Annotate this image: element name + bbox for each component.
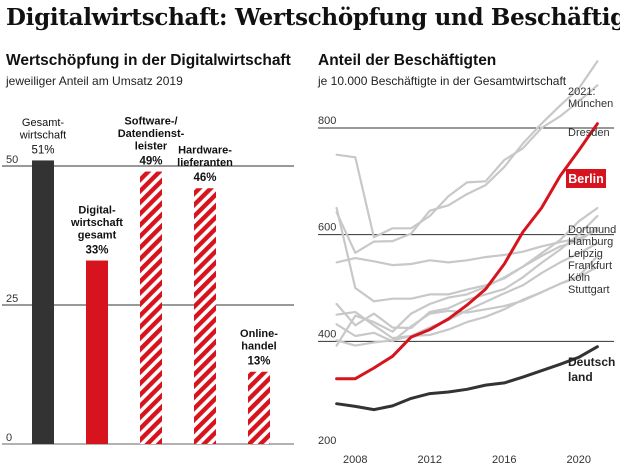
series-line: [335, 229, 599, 267]
berlin-label-box: [566, 169, 606, 188]
bar-value-label: 13%: [247, 356, 270, 368]
bar: [248, 371, 270, 444]
series-line: [335, 122, 599, 381]
series-line: [335, 84, 599, 239]
bar-category-label: Online-: [240, 328, 278, 340]
line-y-tick-label: 600: [318, 222, 336, 234]
bar-y-tick-label: 50: [6, 154, 18, 166]
series-label: Köln: [568, 272, 590, 284]
bar: [32, 160, 54, 444]
series-label: München: [568, 98, 613, 110]
series-line: [335, 214, 599, 330]
bar-category-label: Software-/: [124, 116, 177, 128]
series-label: Frankfurt: [568, 260, 612, 272]
series-label: Dortmund: [568, 224, 616, 236]
series-line: [335, 206, 599, 303]
bar: [86, 260, 108, 444]
bar-value-label: 46%: [193, 172, 216, 184]
line-x-tick-label: 2016: [492, 454, 516, 466]
line-x-tick-label: 2012: [418, 454, 442, 466]
line-y-tick-label: 400: [318, 328, 336, 340]
bar-category-label: Digital-: [78, 205, 116, 217]
bar-chart-title: Wertschöpfung in der Digitalwirtschaft: [6, 52, 291, 69]
series-line: [335, 60, 599, 254]
line-x-tick-label: 2020: [567, 454, 591, 466]
bar-y-tick-label: 0: [6, 432, 12, 444]
bar-category-label: wirtschaft: [19, 129, 66, 141]
series-line: [335, 345, 599, 412]
bar-category-label: wirtschaft: [70, 217, 123, 229]
bar-category-label: gesamt: [78, 230, 117, 242]
bar: [194, 188, 216, 444]
series-label: Stuttgart: [568, 284, 610, 296]
bar-category-label: handel: [241, 341, 276, 353]
series-label: Deutsch: [568, 355, 615, 369]
series-line: [335, 254, 599, 343]
line-chart-title: Anteil der Beschäftigten: [318, 52, 497, 69]
line-y-tick-label: 200: [318, 435, 336, 447]
series-label: land: [568, 370, 593, 384]
bar-value-label: 51%: [31, 144, 54, 156]
page-title: Digitalwirtschaft: Wertschöpfung und Bes…: [6, 4, 620, 31]
series-label: Leipzig: [568, 248, 603, 260]
year-label: 2021:: [568, 86, 596, 98]
series-line: [335, 242, 599, 340]
bar-chart: 0 25 50 51% Gesamt-wirtschaft 33% Digital-wirt…: [2, 116, 294, 445]
bar-category-label: Hardware-: [178, 145, 232, 157]
line-x-tick-label: 2008: [343, 454, 367, 466]
bar-category-label: Datendienst-: [118, 128, 185, 140]
line-y-tick-label: 800: [318, 115, 336, 127]
bar-category-label: leister: [135, 141, 168, 153]
line-chart-subtitle: je 10.000 Beschäftigte in der Gesamtwirt…: [318, 74, 567, 88]
series-line: [335, 206, 599, 347]
series-label: Dresden: [568, 127, 610, 139]
bar-chart-subtitle: jeweiliger Anteil am Umsatz 2019: [6, 74, 183, 88]
bar-category-label: Gesamt-: [22, 117, 65, 129]
bar: [140, 171, 162, 444]
series-label: Berlin: [568, 172, 603, 186]
series-label: Hamburg: [568, 236, 613, 248]
bar-category-label: lieferanten: [177, 157, 233, 169]
bar-y-tick-label: 25: [6, 293, 18, 305]
bar-value-label: 49%: [139, 156, 162, 168]
bar-value-label: 33%: [85, 245, 108, 257]
